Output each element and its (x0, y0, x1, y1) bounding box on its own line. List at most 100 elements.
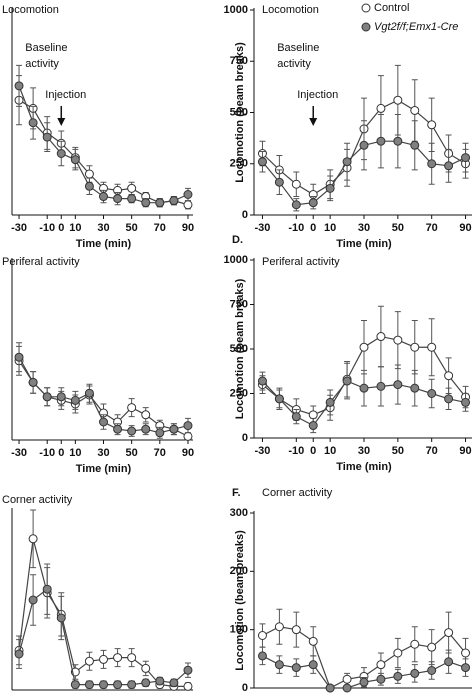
x-tick-label: 30 (358, 222, 370, 234)
x-tick-label: 50 (392, 445, 404, 457)
data-point (127, 194, 137, 204)
panel-label: F. (232, 487, 241, 499)
data-point (257, 631, 267, 640)
data-point (461, 648, 471, 658)
data-point (14, 352, 24, 362)
x-tick-label: -30 (255, 445, 271, 457)
annotation: activity (277, 58, 311, 70)
x-tick-label: -30 (11, 222, 27, 234)
x-tick-label: -30 (11, 447, 27, 459)
data-point (410, 668, 420, 678)
data-point (410, 383, 420, 393)
data-point (291, 412, 301, 422)
x-tick-label: 0 (58, 447, 64, 459)
data-point (127, 426, 137, 436)
data-point (393, 671, 403, 681)
x-tick-label: 0 (58, 222, 64, 234)
legend-label: Control (374, 2, 409, 14)
data-point (56, 392, 66, 402)
x-tick-label: 70 (154, 222, 166, 234)
y-axis-label: Locomotion (beam breaks) (234, 278, 246, 419)
annotation: Baseline (277, 42, 319, 54)
data-point (393, 380, 403, 390)
data-point (274, 177, 284, 187)
data-point (461, 397, 471, 407)
y-axis-label: Locomotion (beam breaks) (234, 42, 246, 183)
data-point (308, 636, 318, 646)
data-point (410, 140, 420, 150)
annotation: Injection (297, 89, 338, 101)
panel-title: Periferal activity (262, 256, 340, 268)
data-point (183, 200, 193, 210)
annotation: Baseline (25, 42, 67, 54)
data-point (376, 136, 386, 146)
y-tick-label: 0 (242, 209, 248, 221)
annotation: activity (25, 58, 59, 70)
data-point (376, 332, 386, 342)
x-tick-label: -30 (255, 222, 271, 234)
arrow-head (309, 118, 318, 126)
data-point (393, 95, 403, 105)
panel-title: Locomotion (2, 4, 59, 16)
data-point (359, 677, 369, 687)
data-point (141, 663, 151, 673)
x-tick-label: 70 (154, 447, 166, 459)
data-point (393, 648, 403, 658)
data-point (308, 660, 318, 670)
data-point (393, 136, 403, 146)
data-point (127, 183, 137, 193)
x-axis-label: Time (min) (336, 238, 392, 250)
data-point (28, 118, 38, 128)
data-point (427, 642, 437, 652)
data-point (183, 681, 193, 691)
y-tick-label: 500 (230, 343, 248, 355)
data-point (342, 157, 352, 167)
x-tick-label: 10 (69, 447, 81, 459)
data-point (99, 654, 108, 664)
data-point (155, 428, 165, 438)
data-point (183, 665, 193, 675)
data-point (141, 424, 151, 434)
panel-title: Periferal activity (2, 256, 80, 268)
data-point (70, 680, 80, 690)
data-point (376, 103, 386, 113)
x-tick-label: 30 (358, 445, 370, 457)
y-tick-label: 250 (230, 387, 248, 399)
data-point (113, 194, 123, 204)
arrow-head (57, 118, 66, 126)
data-point (127, 680, 137, 690)
x-tick-label: 0 (310, 222, 316, 234)
data-point (56, 149, 66, 158)
data-point (359, 140, 369, 150)
x-tick-label: -10 (39, 222, 55, 234)
data-point (410, 639, 420, 649)
data-point (274, 660, 284, 670)
data-point (444, 161, 454, 171)
data-point (113, 653, 123, 663)
data-point (325, 183, 335, 193)
data-point (427, 120, 437, 130)
data-point (342, 376, 352, 386)
data-point (99, 192, 108, 202)
data-point (257, 651, 267, 661)
y-tick-label: 500 (230, 106, 248, 118)
data-point (113, 424, 123, 434)
data-point (444, 657, 454, 667)
data-point (461, 663, 471, 673)
data-point (427, 666, 437, 675)
data-point (325, 397, 335, 407)
data-point (393, 335, 403, 345)
data-point (113, 680, 123, 690)
y-tick-label: 750 (230, 298, 248, 310)
data-point (183, 431, 193, 441)
y-tick-label: 1000 (224, 254, 248, 266)
panel-title: Corner activity (2, 494, 73, 506)
y-tick-label: 1000 (224, 4, 248, 16)
x-tick-label: 30 (97, 222, 109, 234)
data-point (410, 342, 420, 352)
data-point (427, 389, 437, 398)
data-point (169, 424, 179, 434)
data-point (291, 663, 301, 673)
y-tick-label: 300 (230, 507, 248, 519)
x-axis-label: Time (min) (76, 238, 132, 250)
